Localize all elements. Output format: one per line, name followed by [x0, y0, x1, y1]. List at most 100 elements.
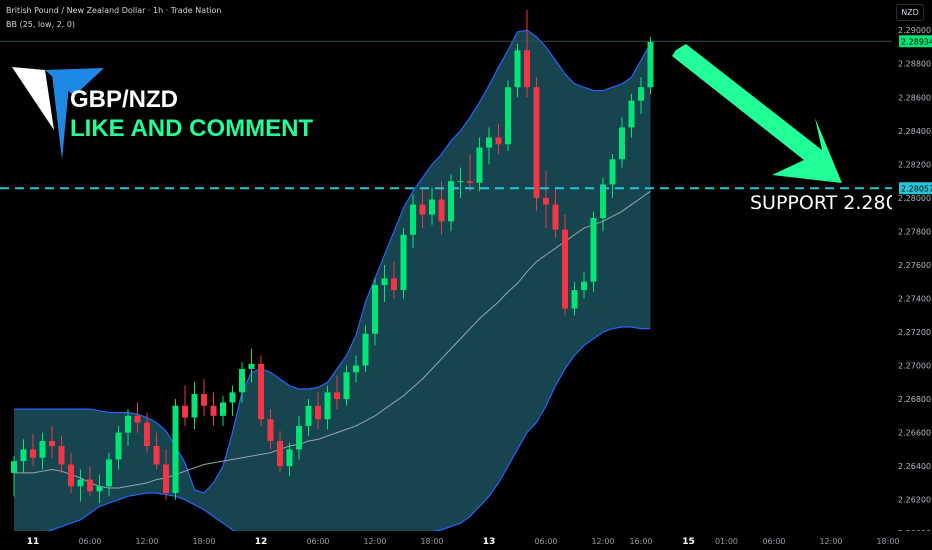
candle-bullish[interactable]	[476, 147, 483, 183]
candle-bearish[interactable]	[419, 204, 426, 215]
candle-bullish[interactable]	[39, 441, 46, 458]
candle-bearish[interactable]	[163, 464, 169, 493]
price-tick-label: 2.29000	[898, 26, 931, 35]
candle-bearish[interactable]	[334, 392, 340, 400]
candle-bullish[interactable]	[239, 368, 245, 393]
time-tick-label: 06:00	[306, 537, 329, 546]
price-tick-label: 2.27200	[898, 328, 931, 337]
candle-bearish[interactable]	[552, 204, 559, 230]
candle-bearish[interactable]	[438, 199, 445, 222]
candle-bullish[interactable]	[248, 363, 255, 369]
candle-bearish[interactable]	[524, 50, 530, 88]
candle-bearish[interactable]	[134, 415, 141, 423]
indicator-label[interactable]: BB (25, low, 2, 0)	[6, 20, 76, 29]
candle-bullish[interactable]	[296, 425, 302, 450]
candle-bearish[interactable]	[543, 197, 549, 205]
candle-bullish[interactable]	[220, 402, 226, 416]
candle-bullish[interactable]	[638, 87, 644, 101]
candle-bullish[interactable]	[381, 278, 388, 286]
candle-bearish[interactable]	[153, 446, 160, 465]
candle-bullish[interactable]	[457, 181, 464, 183]
price-tick-label: 2.28400	[898, 127, 931, 136]
time-tick-label: 12:00	[363, 537, 386, 546]
currency-badge[interactable]: NZD	[896, 4, 924, 21]
candle-bearish[interactable]	[49, 441, 55, 447]
logo-mark	[52, 74, 70, 160]
candle-bearish[interactable]	[30, 449, 36, 458]
candle-bullish[interactable]	[609, 159, 616, 185]
candle-bearish[interactable]	[87, 479, 93, 492]
candle-bullish[interactable]	[353, 365, 359, 373]
time-tick-label: 18:00	[420, 537, 443, 546]
candle-bullish[interactable]	[647, 41, 654, 88]
time-tick-label: 06:00	[762, 537, 785, 546]
candle-bearish[interactable]	[68, 464, 74, 487]
candle-bullish[interactable]	[410, 204, 416, 235]
candle-bearish[interactable]	[562, 229, 568, 309]
candle-bullish[interactable]	[324, 392, 331, 420]
candle-bullish[interactable]	[172, 405, 179, 493]
time-tick-label: 13	[483, 537, 496, 547]
price-tick-label: 2.27000	[898, 362, 931, 371]
candle-bearish[interactable]	[391, 278, 397, 291]
price-tick-label: 2.27600	[898, 261, 931, 270]
candle-bullish[interactable]	[77, 479, 84, 487]
candle-bullish[interactable]	[505, 87, 511, 145]
candle-bullish[interactable]	[229, 392, 236, 403]
candle-bullish[interactable]	[429, 199, 435, 215]
candle-bullish[interactable]	[590, 217, 597, 282]
candle-bullish[interactable]	[600, 184, 606, 218]
candle-bearish[interactable]	[467, 181, 473, 183]
candle-bullish[interactable]	[486, 137, 492, 148]
candle-bullish[interactable]	[343, 372, 350, 400]
time-tick-label: 06:00	[78, 537, 101, 546]
candle-bullish[interactable]	[305, 405, 312, 426]
candle-bullish[interactable]	[619, 127, 625, 160]
like-comment-label: LIKE AND COMMENT	[70, 115, 313, 142]
price-tick-label: 2.28200	[898, 160, 931, 169]
candle-bullish[interactable]	[581, 281, 587, 291]
price-tick-label: 2.26800	[898, 395, 931, 404]
candle-bearish[interactable]	[182, 405, 188, 418]
price-axis-background	[892, 0, 932, 550]
candle-bullish[interactable]	[514, 50, 521, 88]
bollinger-basis-line	[14, 190, 651, 489]
current-price-tag-background	[899, 35, 932, 48]
candle-bearish[interactable]	[201, 394, 207, 406]
candle-bullish[interactable]	[11, 461, 17, 473]
candle-bullish[interactable]	[125, 415, 131, 433]
bollinger-band-fill	[14, 30, 651, 537]
candle-bearish[interactable]	[277, 441, 283, 467]
time-tick-label: 16:00	[629, 537, 652, 546]
candle-bearish[interactable]	[315, 405, 321, 420]
candle-bullish[interactable]	[20, 449, 27, 462]
candle-bearish[interactable]	[258, 363, 264, 420]
candle-bullish[interactable]	[106, 459, 112, 487]
price-tick-label: 2.28800	[898, 60, 931, 69]
pair-label: GBP/NZD	[70, 86, 178, 113]
candle-bearish[interactable]	[58, 446, 65, 465]
time-tick-label: 12:00	[591, 537, 614, 546]
time-axis-background	[0, 531, 932, 550]
candle-bearish[interactable]	[533, 87, 540, 198]
candle-bullish[interactable]	[571, 290, 578, 309]
candle-bullish[interactable]	[400, 234, 407, 291]
candle-bullish[interactable]	[96, 486, 103, 492]
time-tick-label: 11	[27, 537, 40, 547]
candle-bullish[interactable]	[362, 333, 369, 366]
candle-bullish[interactable]	[628, 100, 635, 128]
candle-bullish[interactable]	[191, 394, 198, 418]
logo-mark	[12, 67, 54, 130]
price-tick-label: 2.26200	[898, 496, 931, 505]
candle-bearish[interactable]	[210, 405, 217, 416]
candle-bearish[interactable]	[267, 419, 274, 442]
time-tick-label: 18:00	[192, 537, 215, 546]
candle-bullish[interactable]	[115, 432, 122, 460]
candle-bullish[interactable]	[286, 449, 293, 467]
candle-bullish[interactable]	[372, 285, 378, 334]
price-tick-label: 2.26400	[898, 462, 931, 471]
candle-bullish[interactable]	[448, 181, 454, 222]
candle-bearish[interactable]	[144, 422, 150, 447]
candle-bearish[interactable]	[495, 137, 502, 145]
